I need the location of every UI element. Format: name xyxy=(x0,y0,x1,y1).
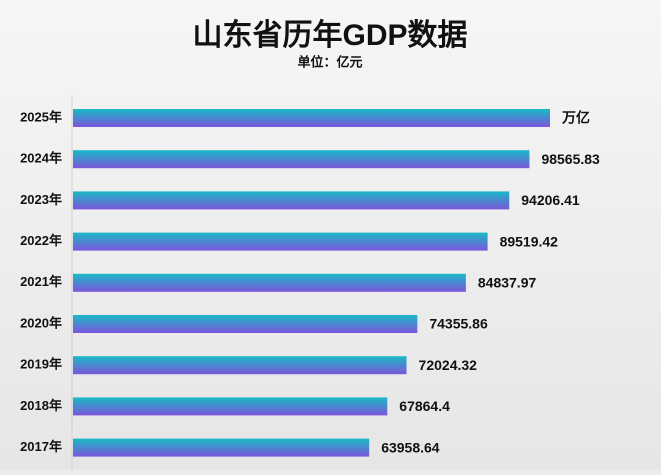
value-label: 74355.86 xyxy=(429,316,488,332)
y-tick-label: 2019年 xyxy=(20,357,62,372)
value-label: 72024.32 xyxy=(419,357,478,373)
value-label: 67864.4 xyxy=(399,398,450,414)
bar xyxy=(73,315,418,333)
bar xyxy=(73,273,466,292)
bar xyxy=(73,397,388,416)
bar xyxy=(73,191,510,210)
y-tick-label: 2020年 xyxy=(20,315,62,330)
bar xyxy=(73,356,407,375)
value-label: 84837.97 xyxy=(478,275,537,291)
y-tick-label: 2021年 xyxy=(20,274,62,289)
bar xyxy=(73,109,550,127)
value-label: 94206.41 xyxy=(521,192,580,208)
y-tick-label: 2022年 xyxy=(20,233,62,248)
y-tick-label: 2023年 xyxy=(20,192,62,207)
bar xyxy=(73,438,370,457)
y-tick-label: 2018年 xyxy=(20,398,62,413)
y-tick-label: 2025年 xyxy=(20,109,62,124)
value-label: 89519.42 xyxy=(500,233,559,249)
y-tick-label: 2024年 xyxy=(20,151,62,166)
y-tick-label: 2017年 xyxy=(20,439,62,454)
bar xyxy=(73,232,488,251)
value-label: 63958.64 xyxy=(381,439,440,455)
bar xyxy=(73,150,530,169)
value-label: 万亿 xyxy=(561,110,590,126)
chart-subtitle: 单位：亿元 xyxy=(297,54,362,69)
value-label: 98565.83 xyxy=(541,151,600,167)
chart-title: 山东省历年GDP数据 xyxy=(192,18,467,52)
